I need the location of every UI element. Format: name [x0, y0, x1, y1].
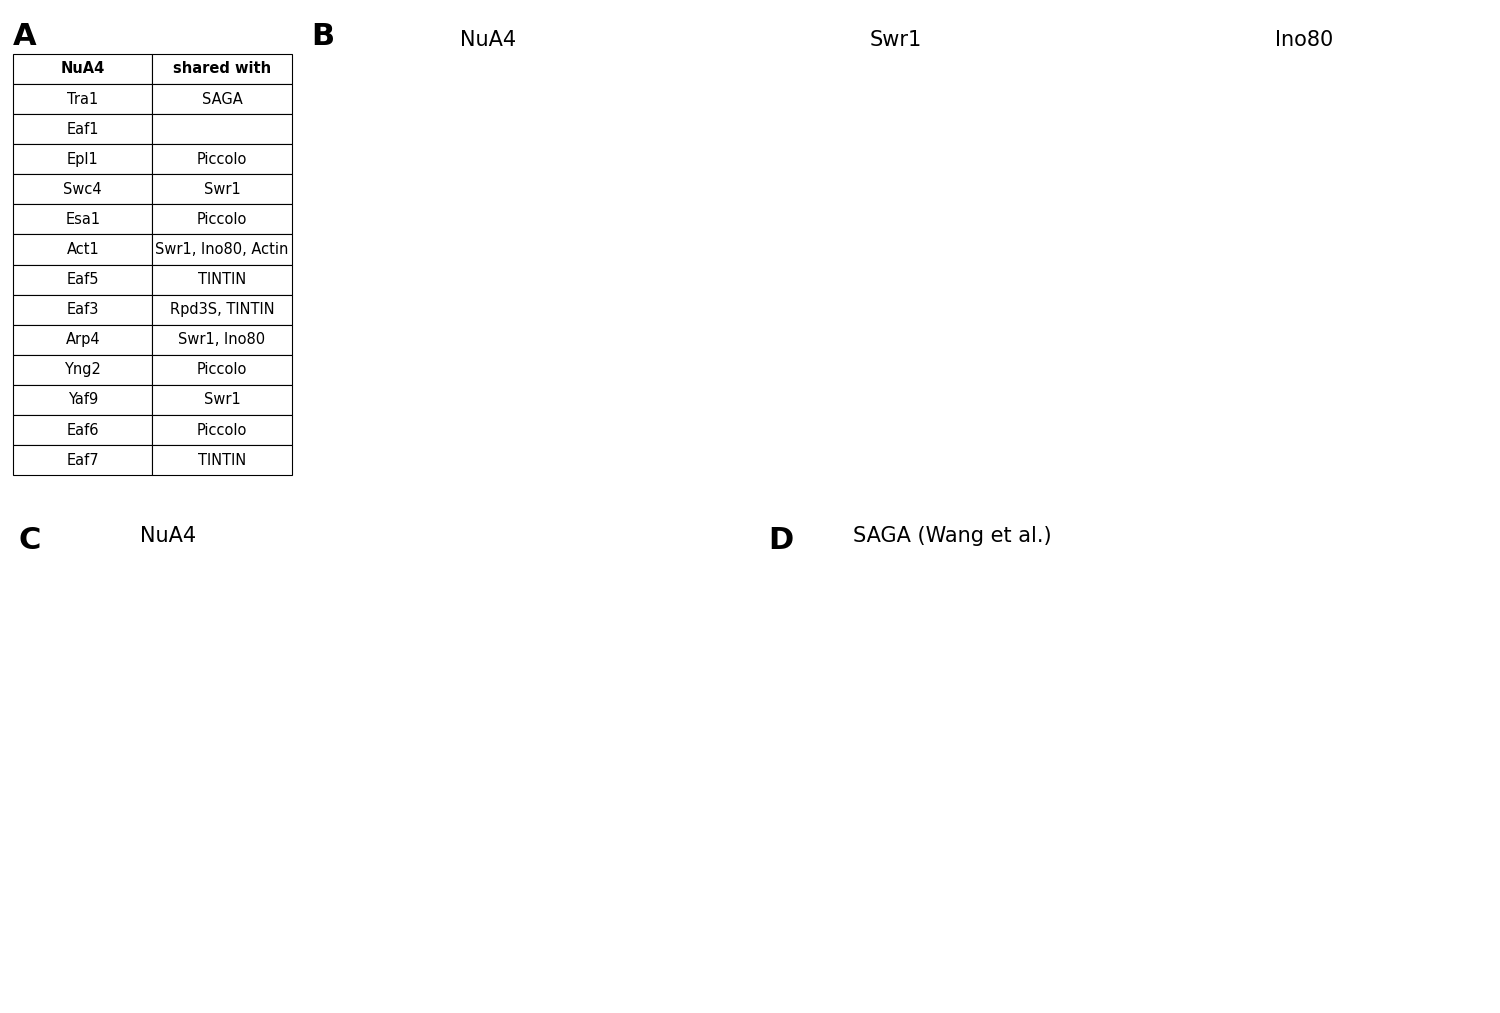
- Text: C: C: [18, 526, 40, 555]
- Text: SAGA (Wang et al.): SAGA (Wang et al.): [853, 526, 1052, 546]
- Text: B: B: [310, 22, 334, 52]
- Text: Swr1: Swr1: [870, 29, 922, 50]
- Text: D: D: [768, 526, 794, 555]
- Text: NuA4: NuA4: [140, 526, 196, 546]
- Text: A: A: [13, 22, 38, 52]
- Text: NuA4: NuA4: [460, 29, 516, 50]
- Text: Ino80: Ino80: [1275, 29, 1334, 50]
